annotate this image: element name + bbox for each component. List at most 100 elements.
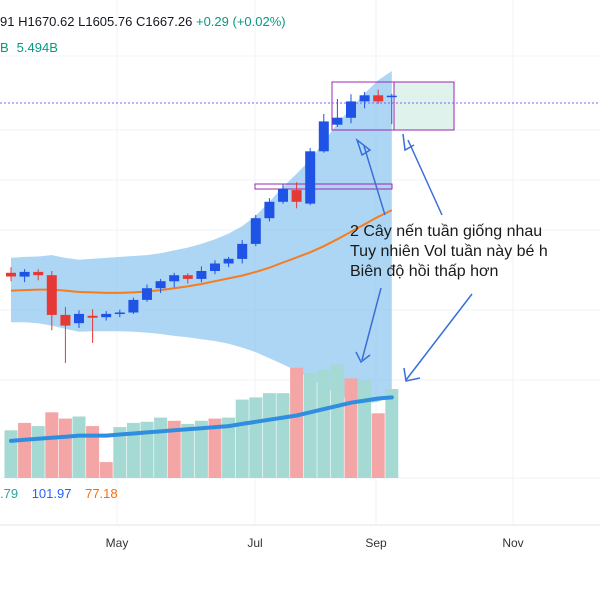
volume-bar: [276, 393, 290, 478]
candle: [33, 269, 44, 281]
volume-ma-line: [9, 395, 394, 443]
annotation-arrows: [355, 133, 473, 382]
comparison-box: [254, 81, 455, 190]
candle-body: [169, 275, 180, 282]
candle: [210, 260, 220, 275]
candle-body: [373, 95, 384, 102]
volume-bar: [358, 380, 372, 478]
candle: [19, 269, 30, 283]
indicator-value-b: 101.97: [31, 486, 72, 501]
candle: [264, 198, 275, 222]
indicator-value-a: .79: [0, 486, 19, 501]
volume-bar: [181, 423, 195, 478]
volume-bar: [344, 378, 358, 478]
candle: [318, 114, 329, 153]
candle: [101, 311, 112, 321]
candle: [346, 94, 356, 124]
candle-body: [46, 275, 57, 315]
candle: [223, 256, 234, 268]
candle: [182, 273, 193, 284]
volume-bar: [45, 412, 59, 478]
volume-bar: [194, 420, 208, 478]
annotation-line-1: 2 Cây nến tuần giống nhau: [350, 223, 543, 240]
volume-bar: [113, 427, 127, 478]
annotation-text: 2 Cây nến tuần giống nhau Tuy nhiên Vol …: [350, 222, 548, 282]
candle-body: [386, 95, 397, 98]
volume-bar: [154, 417, 168, 478]
candle: [237, 240, 248, 264]
candle: [155, 278, 166, 293]
x-tick-nov: Nov: [502, 536, 523, 550]
volume-average: [9, 395, 394, 443]
x-tick-jul: Jul: [247, 536, 262, 550]
candle-body: [196, 271, 207, 279]
volume-bar: [330, 364, 344, 478]
volume-bars: [4, 364, 399, 478]
volume-bar: [167, 420, 181, 478]
candle: [60, 306, 71, 363]
candle: [305, 148, 316, 206]
ohlc-low: L1605.76: [78, 14, 133, 29]
arrow-lower-left: [355, 287, 382, 364]
candle-body: [264, 201, 275, 219]
candles: [6, 89, 397, 363]
candle-body: [33, 271, 44, 276]
candle: [169, 272, 180, 288]
candle: [114, 309, 125, 318]
candle-body: [291, 190, 302, 202]
x-tick-sep: Sep: [365, 536, 387, 550]
candle-body: [278, 188, 288, 202]
ma-line: [10, 209, 393, 294]
ohlc-open: 91: [0, 14, 15, 29]
candle: [359, 92, 370, 109]
candle-body: [359, 95, 370, 102]
ohlc-change: +0.29 (+0.02%): [195, 14, 286, 29]
volume-bar: [126, 422, 140, 478]
indicator-legend: .79 101.97 77.18: [0, 486, 128, 501]
candle: [278, 184, 288, 204]
candle: [291, 182, 302, 209]
candle-body: [318, 121, 329, 152]
volume-bar: [140, 421, 154, 478]
indicator-value-c: 77.18: [85, 486, 118, 501]
ohlc-high: H1670.62: [18, 14, 75, 29]
candle-body: [237, 243, 248, 259]
candle: [74, 310, 84, 328]
candle: [142, 284, 152, 302]
candle-body: [101, 313, 112, 318]
volume-bar: [249, 397, 263, 478]
volume-bar: [72, 416, 86, 478]
arrow-upper-right: [402, 133, 443, 216]
volume-bar: [31, 426, 45, 478]
candle-body: [142, 288, 152, 300]
annotation-line-3: Biên độ hồi thấp hơn: [350, 263, 499, 280]
candle-body: [60, 314, 71, 326]
volume-bar: [18, 422, 32, 478]
moving-average: [10, 209, 393, 294]
candle: [373, 89, 384, 104]
candle-body: [223, 258, 234, 264]
volume-bar: [58, 418, 72, 478]
candle-body: [210, 263, 220, 271]
volume-bar: [86, 426, 100, 478]
ohlc-close: C1667.26: [135, 14, 193, 29]
candle-body: [87, 315, 98, 318]
support-box: [254, 183, 393, 190]
volume-prefix: B: [0, 40, 9, 55]
candle-body: [155, 281, 166, 289]
candle-body: [250, 218, 261, 244]
comparison-box-right: [393, 81, 455, 131]
candle: [250, 214, 261, 247]
volume-bar: [208, 418, 222, 478]
candle-body: [74, 313, 84, 324]
candle-body: [305, 151, 316, 204]
candle: [386, 93, 397, 125]
volume-legend: B 5.494B: [0, 40, 58, 55]
candle-body: [182, 275, 193, 279]
candle: [87, 309, 98, 343]
candle-body: [128, 299, 139, 313]
volume-bar: [317, 369, 331, 478]
volume-bar: [303, 373, 317, 478]
